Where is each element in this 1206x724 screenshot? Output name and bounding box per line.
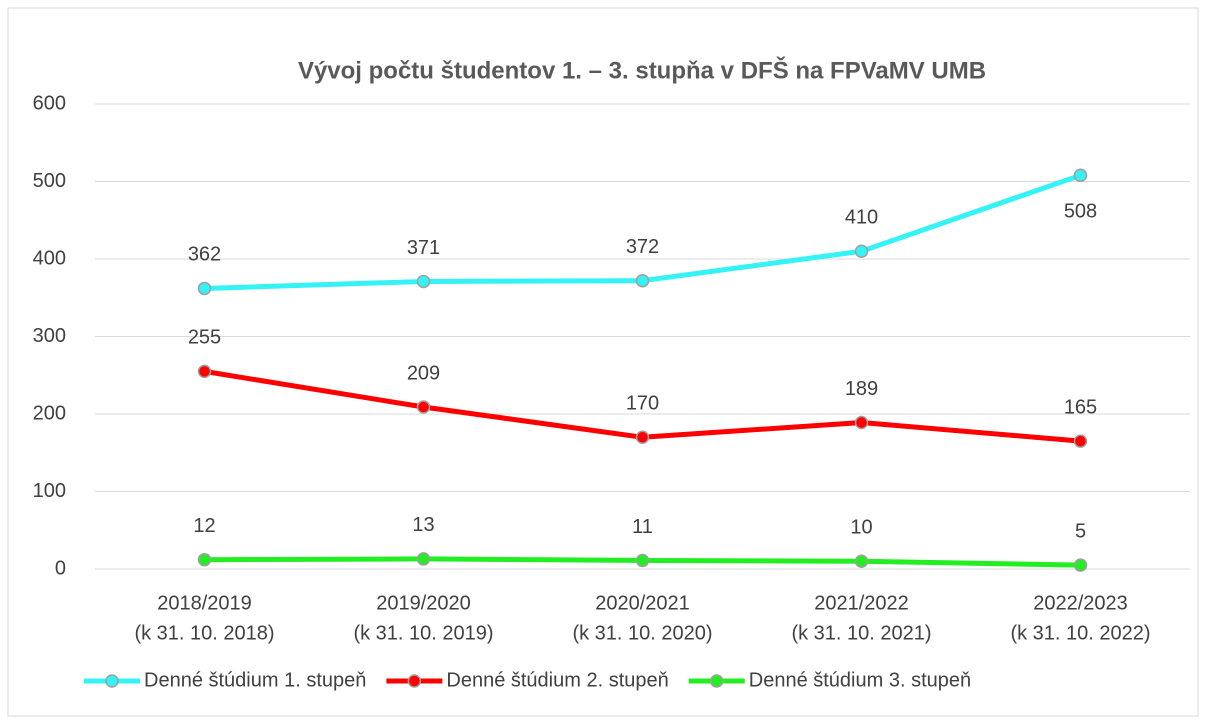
legend-marker [105, 674, 119, 688]
point [854, 415, 869, 430]
legend-label: Denné štúdium 2. stupeň [446, 669, 668, 691]
point [635, 430, 650, 444]
x-tick-label: 2018/2019 [157, 592, 252, 614]
chart-frame [7, 7, 1199, 717]
data-label: 372 [626, 236, 659, 258]
data-label: 508 [1064, 201, 1097, 223]
x-tick-label: (k 31. 10. 2022) [1010, 622, 1150, 644]
point [197, 364, 212, 379]
x-tick-label: (k 31. 10. 2020) [572, 622, 712, 644]
point [1073, 168, 1088, 183]
data-label: 362 [188, 244, 221, 266]
data-label: 255 [188, 327, 221, 349]
x-tick-label: 2019/2020 [376, 592, 471, 614]
data-label: 5 [1075, 520, 1086, 542]
y-tick-label: 0 [55, 557, 66, 579]
point [197, 281, 212, 296]
data-label: 410 [845, 207, 878, 229]
y-tick-label: 300 [33, 325, 66, 347]
legend-marker [407, 674, 422, 688]
legend-marker [710, 674, 724, 688]
data-label: 371 [407, 237, 440, 259]
data-label: 189 [845, 378, 878, 400]
x-tick-label: 2021/2022 [814, 592, 909, 614]
data-label: 13 [412, 514, 434, 536]
y-tick-label: 400 [33, 247, 66, 269]
y-tick-label: 200 [33, 402, 66, 424]
legend-label: Denné štúdium 1. stupeň [144, 669, 366, 691]
point [1073, 434, 1088, 448]
data-label: 11 [632, 516, 653, 538]
point [197, 552, 212, 567]
x-tick-label: 2020/2021 [595, 592, 690, 614]
y-tick-label: 500 [33, 170, 66, 192]
point [416, 552, 431, 566]
point [635, 273, 650, 288]
y-tick-label: 600 [33, 92, 66, 114]
point [854, 554, 869, 568]
point [854, 244, 869, 258]
chart-title: Vývoj počtu študentov 1. – 3. stupňa v D… [298, 56, 986, 84]
data-label: 12 [193, 515, 215, 537]
y-tick-label: 100 [33, 480, 66, 502]
legend-label: Denné štúdium 3. stupeň [749, 669, 971, 691]
data-label: 10 [850, 517, 872, 539]
x-tick-label: (k 31. 10. 2019) [353, 622, 493, 644]
data-label: 165 [1064, 396, 1097, 418]
point [635, 553, 650, 568]
x-tick-label: 2022/2023 [1033, 592, 1128, 614]
x-tick-label: (k 31. 10. 2021) [791, 622, 931, 644]
x-tick-label: (k 31. 10. 2018) [134, 622, 274, 644]
point [416, 400, 431, 414]
data-label: 170 [626, 393, 659, 415]
point [416, 274, 431, 289]
data-label: 209 [407, 362, 440, 384]
point [1073, 558, 1088, 572]
